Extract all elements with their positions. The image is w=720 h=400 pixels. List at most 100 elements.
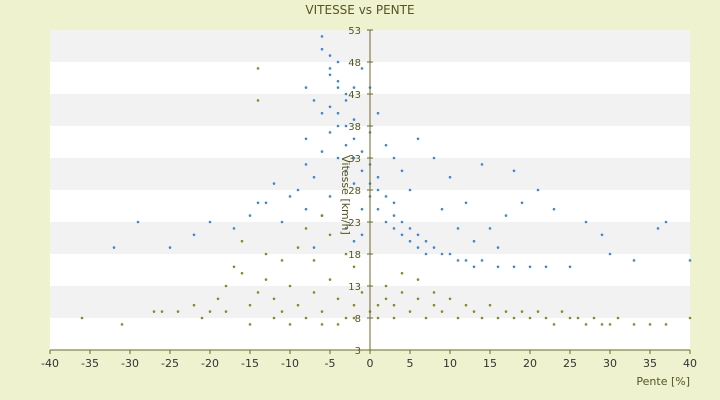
y-tick-label: 48 [348,58,361,69]
data-point [472,310,476,313]
data-point [240,271,244,275]
data-point [232,227,236,230]
data-point [456,227,460,230]
data-point [312,291,316,294]
data-point [352,137,356,141]
data-point [496,265,500,269]
data-point [504,214,508,217]
data-point [568,265,572,269]
data-point [528,316,532,320]
data-point [448,175,452,179]
data-point [376,111,380,115]
data-point [312,175,316,179]
data-point [488,227,492,230]
data-point [440,207,444,211]
data-point [328,195,332,198]
data-point [352,239,356,243]
data-point [328,131,332,134]
data-point [208,220,212,224]
x-tick-label: -30 [121,357,139,370]
data-point [480,163,484,166]
data-point [320,150,324,153]
data-point [200,316,204,320]
data-point [512,169,516,173]
data-point [248,214,252,217]
data-point [560,310,564,313]
data-point [376,316,380,320]
data-point [568,316,572,320]
data-point [512,316,516,320]
x-tick-label: -10 [281,357,299,370]
data-point [296,303,300,307]
x-tick-label: -40 [41,357,59,370]
data-point [256,291,260,294]
data-point [304,86,308,89]
data-point [232,265,236,269]
data-point [392,227,396,230]
y-tick-label: 8 [355,314,361,325]
y-tick-label: 38 [348,122,361,133]
data-point [296,188,300,192]
data-point [432,303,436,307]
x-tick-label: 15 [483,357,497,370]
data-point [648,323,652,326]
data-point [392,316,396,320]
chart-title: VITESSE vs PENTE [305,3,414,17]
data-point [448,297,452,301]
y-tick-label: 3 [355,346,361,357]
data-point [360,233,364,237]
data-point [416,137,420,141]
data-point [256,67,260,70]
data-point [320,47,324,51]
data-point [256,99,260,102]
data-point [552,323,556,326]
data-point [360,67,364,70]
data-point [600,323,604,326]
data-point [328,73,332,77]
data-point [344,227,348,230]
data-point [416,278,420,281]
y-tick-label: 23 [348,218,361,229]
data-point [424,239,428,243]
data-point [376,175,380,179]
x-tick-label: -5 [325,357,336,370]
data-point [192,303,196,307]
data-point [376,303,380,307]
data-point [656,227,660,230]
x-tick-label: 35 [643,357,657,370]
data-point [352,156,356,160]
data-point [288,323,292,326]
data-point [344,99,348,102]
data-point [392,201,396,205]
data-point [592,316,596,320]
data-point [424,316,428,320]
x-tick-label: -15 [241,357,259,370]
data-point [464,303,468,307]
data-point [312,246,316,249]
data-point [392,303,396,307]
data-point [224,284,228,288]
data-point [152,310,156,313]
data-point [344,92,348,96]
data-point [352,265,356,269]
y-tick-label: 18 [348,250,361,261]
data-point [312,99,316,102]
x-tick-label: 30 [603,357,617,370]
data-point [336,60,340,64]
data-point [608,252,612,256]
data-point [224,310,228,313]
data-point [544,265,548,269]
data-point [344,316,348,320]
data-point [472,239,476,243]
data-point [360,150,364,153]
data-point [432,156,436,160]
data-point [632,323,636,326]
x-tick-label: -25 [161,357,179,370]
data-point [376,188,380,192]
y-tick-label: 33 [348,154,361,165]
data-point [344,143,348,147]
data-point [328,105,332,109]
x-tick-label: 0 [367,357,374,370]
